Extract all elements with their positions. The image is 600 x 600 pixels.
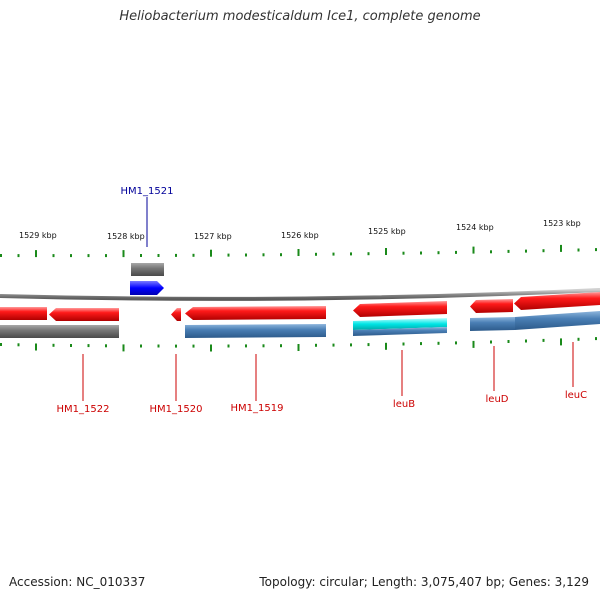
gene-label-hm1-1519[interactable]: HM1_1519	[231, 403, 284, 414]
genome-summary-text: Topology: circular; Length: 3,075,407 bp…	[259, 575, 589, 589]
gene-bar-grey[interactable]	[0, 325, 47, 338]
kbp-label: 1524 kbp	[456, 223, 494, 232]
cds-arrow-red[interactable]	[171, 308, 181, 321]
gene-labels: HM1_1521 HM1_1522 HM1_1520 HM1_1519 leuB…	[57, 186, 588, 415]
gene-bar-steel[interactable]	[185, 324, 326, 338]
genome-backbone	[0, 288, 600, 301]
accession-text: Accession: NC_010337	[9, 575, 146, 589]
cds-arrow-red[interactable]	[514, 292, 600, 310]
kbp-label: 1526 kbp	[281, 231, 319, 240]
label-leaders	[82, 197, 574, 401]
kbp-label: 1527 kbp	[194, 232, 232, 241]
kbp-label: 1529 kbp	[19, 231, 57, 240]
kbp-labels: 1529 kbp 1528 kbp 1527 kbp 1526 kbp 1525…	[19, 219, 581, 241]
kbp-label: 1525 kbp	[368, 227, 406, 236]
kbp-label: 1523 kbp	[543, 219, 581, 228]
gene-label-leub[interactable]: leuB	[393, 399, 415, 410]
cds-arrow-red[interactable]	[0, 307, 47, 320]
gene-bar-steel[interactable]	[353, 327, 447, 336]
gene-block-grey[interactable]	[131, 263, 164, 276]
cds-arrow-red[interactable]	[49, 308, 119, 321]
cds-arrow-red[interactable]	[470, 299, 513, 313]
reverse-gene-row	[0, 311, 600, 338]
reverse-cds-row	[0, 292, 600, 321]
tick-row-outer	[0, 244, 597, 258]
gene-label-hm1-1521[interactable]: HM1_1521	[121, 186, 174, 197]
gene-bar-steel[interactable]	[515, 311, 600, 330]
gene-label-leud[interactable]: leuD	[486, 394, 509, 405]
genome-title: Heliobacterium modesticaldum Ice1, compl…	[119, 9, 481, 24]
gene-label-leuc[interactable]: leuC	[565, 390, 587, 401]
gene-bar-cyan[interactable]	[353, 318, 447, 330]
gene-bar-steel[interactable]	[470, 317, 515, 331]
gene-label-hm1-1520[interactable]: HM1_1520	[150, 404, 203, 415]
gene-label-hm1-1522[interactable]: HM1_1522	[57, 404, 110, 415]
kbp-label: 1528 kbp	[107, 232, 145, 241]
tick-row-inner	[0, 337, 597, 352]
cds-arrow-blue[interactable]	[130, 281, 164, 295]
cds-arrow-red[interactable]	[353, 301, 447, 317]
gene-bar-grey[interactable]	[47, 325, 119, 338]
forward-features	[130, 263, 164, 295]
cds-arrow-red[interactable]	[185, 306, 326, 320]
